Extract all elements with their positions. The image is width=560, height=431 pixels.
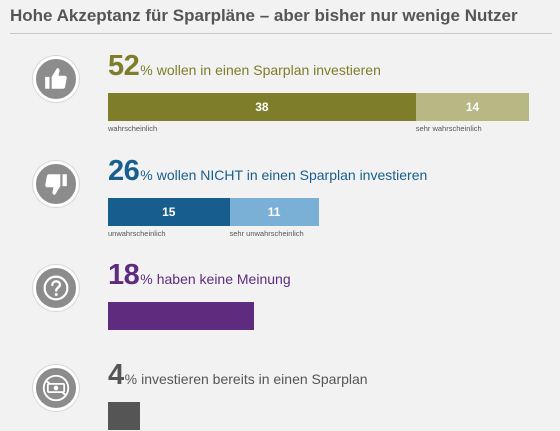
- row-headline: 18% haben keine Meinung: [108, 259, 291, 292]
- thumbs-down-icon: [33, 161, 79, 207]
- headline-text: wollen NICHT in einen Sparplan investier…: [156, 167, 428, 183]
- banknote-icon: [33, 365, 79, 411]
- bar-segment-label: unwahrscheinlich: [108, 229, 166, 238]
- title-divider: [10, 33, 552, 34]
- headline-text: wollen in einen Sparplan investieren: [156, 62, 381, 78]
- question-icon: [33, 265, 79, 311]
- headline-value: 52: [108, 50, 140, 82]
- headline-percent-sign: %: [140, 271, 153, 287]
- headline-text: investieren bereits in einen Sparplan: [141, 371, 368, 387]
- bar-segment: 11: [229, 198, 319, 226]
- row-headline: 4% investieren bereits in einen Sparplan: [108, 359, 368, 392]
- headline-text: haben keine Meinung: [156, 271, 291, 287]
- chart-title: Hohe Akzeptanz für Sparpläne – aber bish…: [10, 6, 518, 25]
- bar-segment: 15: [108, 198, 230, 226]
- headline-value: 18: [108, 259, 140, 291]
- headline-value: 26: [108, 155, 140, 187]
- bar-segment-label: wahrscheinlich: [108, 124, 158, 133]
- bar-segment: 14: [415, 93, 530, 121]
- headline-percent-sign: %: [124, 371, 138, 387]
- headline-value: 4: [108, 359, 124, 391]
- bar-segment-label: sehr wahrscheinlich: [415, 124, 482, 133]
- bar-segment: [108, 302, 254, 330]
- headline-percent-sign: %: [140, 167, 153, 183]
- bar-segment: [108, 402, 141, 430]
- bar-segment-label: sehr unwahrscheinlich: [229, 229, 304, 238]
- thumbs-up-icon: [33, 56, 79, 102]
- row-headline: 26% wollen NICHT in einen Sparplan invest…: [108, 155, 427, 188]
- bar-segment: 38: [108, 93, 416, 121]
- headline-percent-sign: %: [140, 62, 153, 78]
- row-headline: 52% wollen in einen Sparplan investieren: [108, 50, 381, 83]
